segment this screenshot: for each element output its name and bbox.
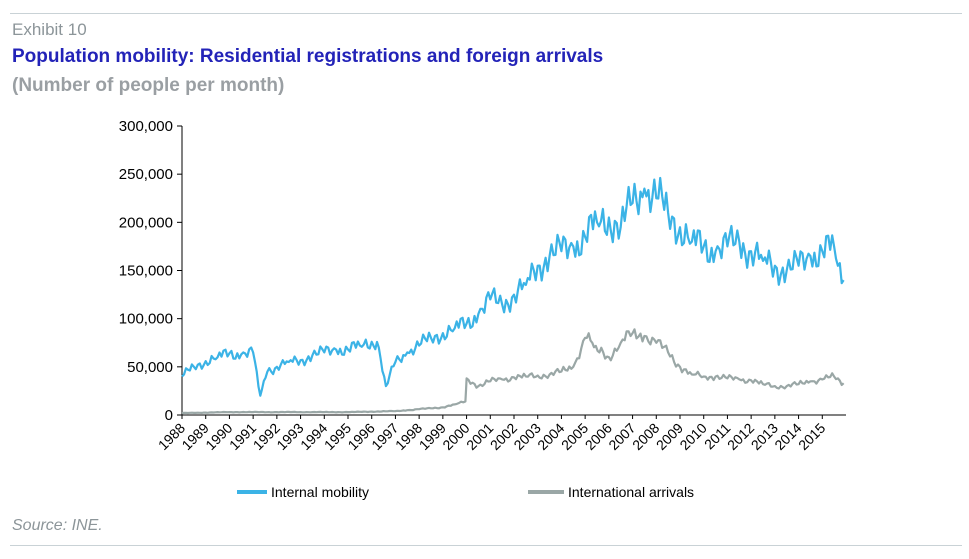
- x-tick-label: 2015: [795, 420, 828, 453]
- y-tick-label: 150,000: [119, 263, 173, 280]
- y-tick-label: 300,000: [119, 118, 173, 135]
- exhibit-label: Exhibit 10: [12, 20, 87, 39]
- top-rule: [10, 13, 962, 14]
- y-tick-label: 250,000: [119, 166, 173, 183]
- bottom-rule: [10, 545, 962, 546]
- y-tick-label: 200,000: [119, 214, 173, 231]
- y-tick-label: 50,000: [127, 359, 173, 376]
- legend-label: International arrivals: [568, 484, 694, 500]
- x-axis: 1988198919901991199219931994199519961997…: [155, 414, 846, 453]
- y-axis: 0 50,000 100,000 150,000 200,000 250,000 300,0…: [119, 118, 183, 424]
- legend-label: Internal mobility: [271, 484, 369, 500]
- chart-subtitle: (Number of people per month): [12, 75, 285, 96]
- chart-title: Population mobility: Residential registr…: [12, 46, 604, 67]
- legend: Internal mobility International arrivals: [237, 484, 694, 500]
- series-line-international-arrivals: [181, 328, 845, 415]
- series-lines: [181, 176, 845, 415]
- source-note: Source: INE.: [12, 517, 103, 534]
- y-tick-label: 0: [165, 407, 173, 424]
- y-tick-label: 100,000: [119, 311, 173, 328]
- series-line-internal-mobility: [181, 176, 845, 397]
